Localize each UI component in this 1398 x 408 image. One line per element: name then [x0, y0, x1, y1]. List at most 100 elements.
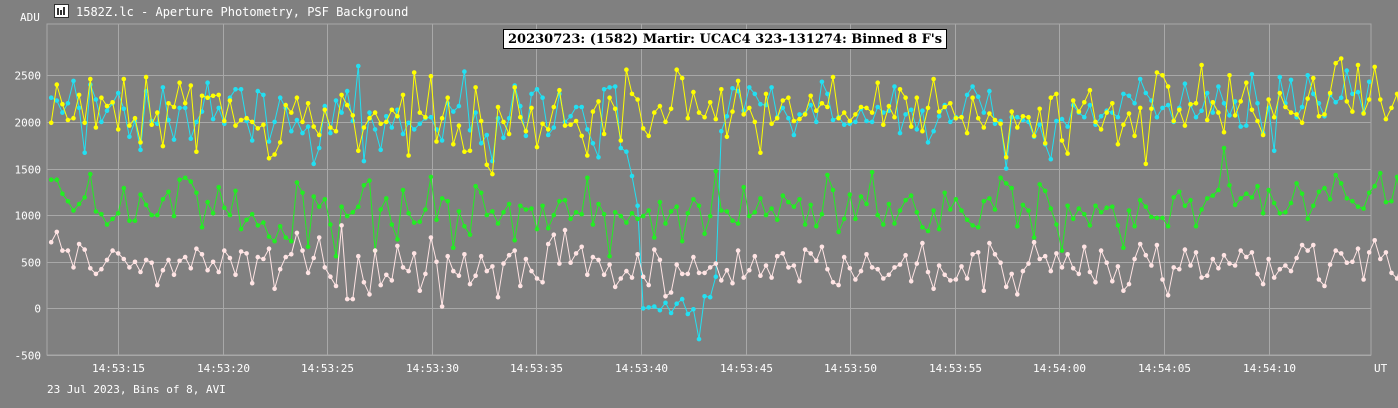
data-point	[523, 256, 529, 262]
data-point	[1322, 112, 1327, 117]
chart-window-icon[interactable]	[54, 4, 69, 18]
data-point	[1338, 251, 1344, 256]
data-point	[356, 148, 361, 154]
data-point	[557, 87, 562, 93]
data-point	[1093, 203, 1098, 209]
data-point	[769, 206, 774, 211]
data-point	[1165, 224, 1171, 229]
data-point	[735, 248, 741, 253]
data-point	[121, 76, 127, 82]
data-point	[679, 238, 685, 244]
data-point	[238, 87, 244, 92]
data-point	[194, 119, 199, 125]
data-point	[384, 119, 389, 125]
data-point	[1171, 265, 1176, 270]
data-point	[1355, 246, 1361, 251]
data-point	[747, 213, 752, 219]
data-point	[1076, 109, 1082, 114]
data-point	[244, 251, 249, 256]
data-point	[277, 224, 283, 229]
data-point	[964, 276, 970, 281]
data-point	[596, 99, 601, 104]
data-point	[679, 296, 685, 302]
data-point	[54, 98, 60, 103]
data-point	[384, 196, 389, 201]
data-point	[573, 210, 579, 215]
data-point	[1366, 190, 1372, 196]
data-point	[758, 196, 763, 201]
data-point	[115, 211, 121, 216]
data-point	[1082, 244, 1087, 250]
data-point	[1143, 204, 1149, 209]
data-point	[1115, 223, 1121, 228]
data-point	[350, 296, 356, 302]
data-point	[277, 266, 283, 272]
data-point	[1182, 247, 1188, 252]
data-point	[663, 294, 668, 299]
data-point	[1065, 151, 1070, 156]
y-tick-label: 2000	[15, 117, 42, 130]
data-point	[65, 117, 71, 123]
series-line	[50, 57, 1398, 176]
data-point	[1271, 200, 1277, 206]
data-point	[451, 109, 456, 114]
window-title: 1582Z.lc - Aperture Photometry, PSF Back…	[76, 5, 409, 19]
data-point	[1003, 166, 1009, 171]
data-point	[127, 265, 132, 270]
data-point	[1076, 271, 1082, 277]
data-point	[1009, 185, 1014, 191]
data-point	[1126, 208, 1132, 213]
data-point	[1070, 216, 1076, 222]
data-point	[283, 102, 289, 108]
data-point	[1104, 205, 1109, 210]
data-point	[1316, 114, 1322, 119]
data-point	[233, 188, 238, 194]
data-point	[82, 120, 87, 126]
data-point	[110, 100, 115, 105]
data-point	[378, 121, 384, 127]
data-point	[1193, 114, 1199, 120]
data-point	[490, 264, 495, 269]
data-point	[936, 109, 942, 114]
data-point	[920, 128, 925, 134]
data-point	[300, 119, 305, 125]
data-point	[987, 111, 992, 116]
data-point	[1003, 181, 1009, 186]
data-point	[423, 271, 428, 277]
data-point	[188, 179, 194, 184]
data-point	[384, 272, 389, 278]
data-point	[596, 201, 601, 207]
data-point	[60, 101, 65, 107]
data-point	[534, 87, 540, 92]
data-point	[1333, 100, 1338, 105]
x-tick-label: 14:53:35	[510, 362, 563, 375]
data-point	[1104, 260, 1109, 266]
data-point	[914, 210, 920, 215]
data-point	[1137, 197, 1143, 203]
x-tick-labels: 14:53:15 14:53:20 14:53:25 14:53:30 14:53:35…	[92, 362, 1296, 375]
data-point	[948, 101, 953, 106]
data-point	[378, 282, 384, 288]
y-tick-label: 2500	[15, 70, 42, 83]
data-point	[143, 257, 149, 263]
data-point	[171, 272, 177, 278]
data-point	[160, 267, 166, 273]
data-point	[1015, 125, 1020, 130]
data-point	[836, 282, 841, 288]
data-point	[629, 91, 635, 97]
data-point	[685, 211, 691, 216]
data-point	[1344, 260, 1350, 266]
data-point	[104, 108, 110, 113]
data-point	[1277, 211, 1283, 216]
data-point	[1199, 108, 1204, 113]
data-point	[981, 288, 987, 294]
data-point	[908, 107, 914, 113]
data-point	[685, 311, 691, 317]
data-point	[177, 80, 182, 85]
data-point	[1383, 116, 1389, 122]
data-point	[573, 118, 579, 124]
data-point	[406, 120, 411, 126]
data-point	[607, 85, 612, 90]
data-point	[920, 225, 925, 230]
data-point	[395, 237, 400, 242]
